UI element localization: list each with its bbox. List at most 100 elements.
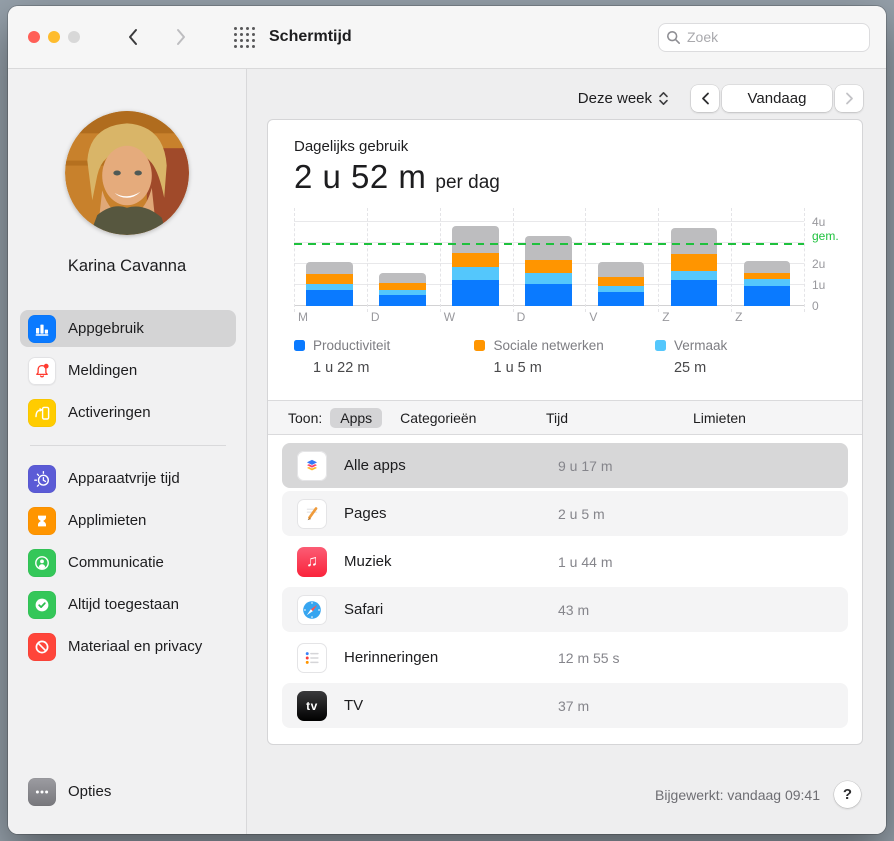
search-input[interactable] bbox=[658, 22, 870, 52]
sidebar-item-apparaatvrije-tijd[interactable]: Apparaatvrije tijd bbox=[20, 460, 236, 497]
chart-y-tick: gem. bbox=[812, 228, 839, 243]
bar-segment-sociale-netwerken bbox=[597, 276, 645, 286]
zoom-button[interactable] bbox=[68, 31, 80, 43]
table-row-safari[interactable]: Safari 43 m bbox=[282, 587, 848, 632]
updated-status: Bijgewerkt: vandaag 09:41 bbox=[655, 786, 820, 803]
bar-chart-icon bbox=[28, 314, 56, 343]
table-row-pages[interactable]: Pages 2 u 5 m bbox=[282, 491, 848, 536]
help-button[interactable]: ? bbox=[834, 781, 861, 808]
chart-day-label: D bbox=[370, 310, 380, 324]
bar-segment-sociale-netwerken bbox=[306, 274, 353, 285]
main-footer: Bijgewerkt: vandaag 09:41 ? bbox=[267, 781, 863, 808]
sidebar-item-altijd-toegestaan[interactable]: Altijd toegestaan bbox=[20, 586, 236, 623]
minimize-button[interactable] bbox=[48, 31, 60, 43]
sidebar-divider bbox=[30, 445, 226, 446]
app-name: Safari bbox=[344, 601, 384, 618]
chart-day-label: Z bbox=[662, 310, 670, 324]
legend-total: 1 u 5 m bbox=[493, 360, 542, 376]
chart-bar-group-6[interactable] bbox=[731, 212, 804, 306]
back-button[interactable] bbox=[122, 25, 144, 49]
sidebar-item-label: Communicatie bbox=[68, 554, 164, 571]
chart-bar-group-4[interactable] bbox=[585, 212, 658, 306]
legend-total: 1 u 22 m bbox=[313, 360, 370, 376]
average-usage-suffix: per dag bbox=[435, 172, 500, 193]
sidebar-item-meldingen[interactable]: Meldingen bbox=[20, 352, 236, 389]
chart-bar-group-3[interactable] bbox=[513, 212, 586, 306]
daily-usage-chart-plot bbox=[294, 208, 805, 312]
sidebar-item-label: Applimieten bbox=[68, 512, 147, 529]
sidebar-list: Appgebruik Meldingen Activeringen bbox=[8, 310, 246, 670]
chart-bar-group-2[interactable] bbox=[440, 212, 513, 306]
bar-segment-vermaak bbox=[452, 266, 499, 280]
bar-segment-overig bbox=[524, 236, 572, 260]
next-period-button[interactable] bbox=[835, 84, 863, 112]
view-option-apps[interactable]: Apps bbox=[330, 407, 383, 428]
legend-swatch-icon bbox=[294, 340, 305, 351]
chart-vertical-gridline bbox=[366, 208, 368, 312]
chart-y-tick: 4u bbox=[812, 214, 826, 229]
app-time: 43 m bbox=[558, 601, 590, 618]
safari-icon bbox=[297, 594, 327, 625]
table-row-alle-apps[interactable]: Alle apps 9 u 17 m bbox=[282, 443, 848, 488]
sidebar-item-activeringen[interactable]: Activeringen bbox=[20, 394, 236, 431]
app-name: Muziek bbox=[344, 553, 392, 570]
table-row-tv[interactable]: tv TV 37 m bbox=[282, 683, 848, 728]
chevron-right-icon bbox=[177, 29, 185, 45]
chart-bar-group-0[interactable] bbox=[294, 212, 367, 306]
sidebar-item-applimieten[interactable]: Applimieten bbox=[20, 502, 236, 539]
apps-grid-icon[interactable] bbox=[234, 26, 255, 48]
main-content: Deze week Vandaag bbox=[247, 69, 886, 834]
chart-y-tick: 2u bbox=[812, 256, 826, 271]
legend-item-productiviteit: Productiviteit 1 u 22 m bbox=[294, 338, 474, 388]
previous-period-button[interactable] bbox=[691, 84, 719, 112]
app-name: Herinneringen bbox=[344, 649, 439, 666]
app-usage-table: Alle apps 9 u 17 m Pages 2 u 5 m ♫ bbox=[268, 435, 862, 739]
close-button[interactable] bbox=[28, 31, 40, 43]
bar-segment-overig bbox=[452, 225, 499, 254]
bar-segment-overig bbox=[306, 261, 353, 275]
legend-name: Vermaak bbox=[673, 338, 728, 353]
legend-name: Sociale netwerken bbox=[493, 338, 604, 353]
sidebar-item-opties[interactable]: Opties bbox=[20, 773, 236, 810]
sidebar-item-label: Activeringen bbox=[68, 404, 151, 421]
legend-total: 25 m bbox=[673, 360, 707, 376]
average-usage-value: 2 u 52 m bbox=[294, 158, 427, 195]
titlebar: Schermtijd bbox=[8, 6, 886, 69]
view-option-categorieen[interactable]: Categorieën bbox=[400, 409, 477, 426]
bar-segment-vermaak bbox=[306, 284, 353, 290]
table-row-muziek[interactable]: ♫ Muziek 1 u 44 m bbox=[282, 539, 848, 584]
window-title: Schermtijd bbox=[269, 28, 352, 45]
bar-segment-vermaak bbox=[597, 285, 645, 293]
period-popup-button[interactable]: Deze week bbox=[574, 88, 673, 109]
forward-button[interactable] bbox=[170, 25, 192, 49]
sidebar-item-materiaal-en-privacy[interactable]: Materiaal en privacy bbox=[20, 628, 236, 665]
bar-segment-productiviteit bbox=[597, 292, 645, 306]
chart-day-label: W bbox=[443, 310, 456, 324]
usage-panel: Dagelijks gebruik 2 u 52 m per dag M D W D V… bbox=[267, 119, 863, 745]
sidebar-item-appgebruik[interactable]: Appgebruik bbox=[20, 310, 236, 347]
bar-segment-overig bbox=[670, 227, 718, 255]
table-row-herinneringen[interactable]: Herinneringen 12 m 55 s bbox=[282, 635, 848, 680]
bar-segment-vermaak bbox=[670, 270, 718, 281]
sidebar-item-label: Apparaatvrije tijd bbox=[68, 470, 180, 487]
today-button[interactable]: Vandaag bbox=[722, 84, 832, 112]
chart-bar-group-1[interactable] bbox=[367, 212, 440, 306]
chart-vertical-gridline bbox=[804, 208, 805, 312]
chart-vertical-gridline bbox=[439, 208, 441, 312]
prohibited-icon bbox=[28, 632, 56, 661]
table-header-bar: Toon: Apps Categorieën Tijd Limieten bbox=[268, 400, 862, 435]
sidebar-item-communicatie[interactable]: Communicatie bbox=[20, 544, 236, 581]
period-bar: Deze week Vandaag bbox=[267, 83, 863, 113]
traffic-lights bbox=[28, 31, 80, 43]
bar-segment-overig bbox=[597, 262, 645, 277]
bar-segment-sociale-netwerken bbox=[743, 273, 791, 279]
bar-segment-productiviteit bbox=[306, 289, 353, 306]
today-button-label: Vandaag bbox=[747, 89, 807, 107]
chart-vertical-gridline bbox=[585, 208, 587, 312]
screen-time-window: Schermtijd bbox=[8, 6, 886, 834]
phone-pickup-icon bbox=[28, 398, 56, 427]
sidebar: Karina Cavanna Appgebruik Meldingen bbox=[8, 69, 247, 834]
sidebar-item-label: Materiaal en privacy bbox=[68, 638, 203, 655]
chart-bar-group-5[interactable] bbox=[658, 212, 731, 306]
sidebar-item-label: Appgebruik bbox=[68, 320, 144, 337]
